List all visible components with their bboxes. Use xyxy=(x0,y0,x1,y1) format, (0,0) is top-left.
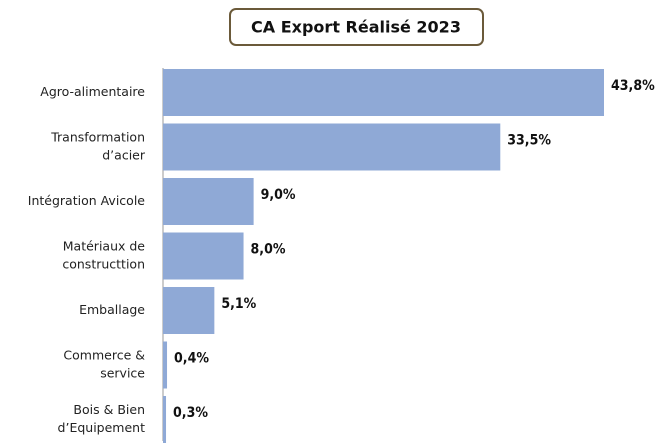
category-line: d’acier xyxy=(102,148,146,163)
bar xyxy=(163,396,167,443)
value-label: 8,0% xyxy=(251,242,286,258)
value-label: 0,3% xyxy=(173,405,208,421)
category-label: Commerce & service xyxy=(63,348,145,381)
category-line: Bois & Bien xyxy=(73,402,145,417)
category-label: Bois & Bien d’Equipement xyxy=(58,402,146,435)
category-line: constructtion xyxy=(62,257,145,272)
bar xyxy=(163,123,501,171)
value-label: 9,0% xyxy=(261,187,296,203)
value-label: 43,8% xyxy=(611,78,655,94)
category-line: Intégration Avicole xyxy=(28,193,146,208)
bar xyxy=(163,232,244,280)
category-label: Intégration Avicole xyxy=(28,193,146,208)
value-label: 5,1% xyxy=(221,296,256,312)
category-line: Emballage xyxy=(79,302,145,317)
category-line: service xyxy=(100,366,145,381)
bar xyxy=(163,341,168,389)
category-label: Emballage xyxy=(79,302,145,317)
bar xyxy=(163,178,254,225)
title-box xyxy=(229,8,484,46)
chart-title: CA Export Réalisé 2023 xyxy=(251,18,461,37)
category-line: Transformation xyxy=(50,130,145,145)
category-line: Matériaux de xyxy=(63,239,146,254)
category-line: d’Equipement xyxy=(58,420,146,435)
category-label: Matériaux de constructtion xyxy=(62,239,145,272)
category-label: Transformation d’acier xyxy=(50,130,146,163)
bar xyxy=(163,287,215,334)
value-label: 33,5% xyxy=(507,133,551,149)
category-line: Commerce & xyxy=(63,348,145,363)
value-label: 0,4% xyxy=(174,351,209,367)
bar xyxy=(163,69,604,116)
category-line: Agro-alimentaire xyxy=(40,84,145,99)
category-label: Agro-alimentaire xyxy=(40,84,145,99)
